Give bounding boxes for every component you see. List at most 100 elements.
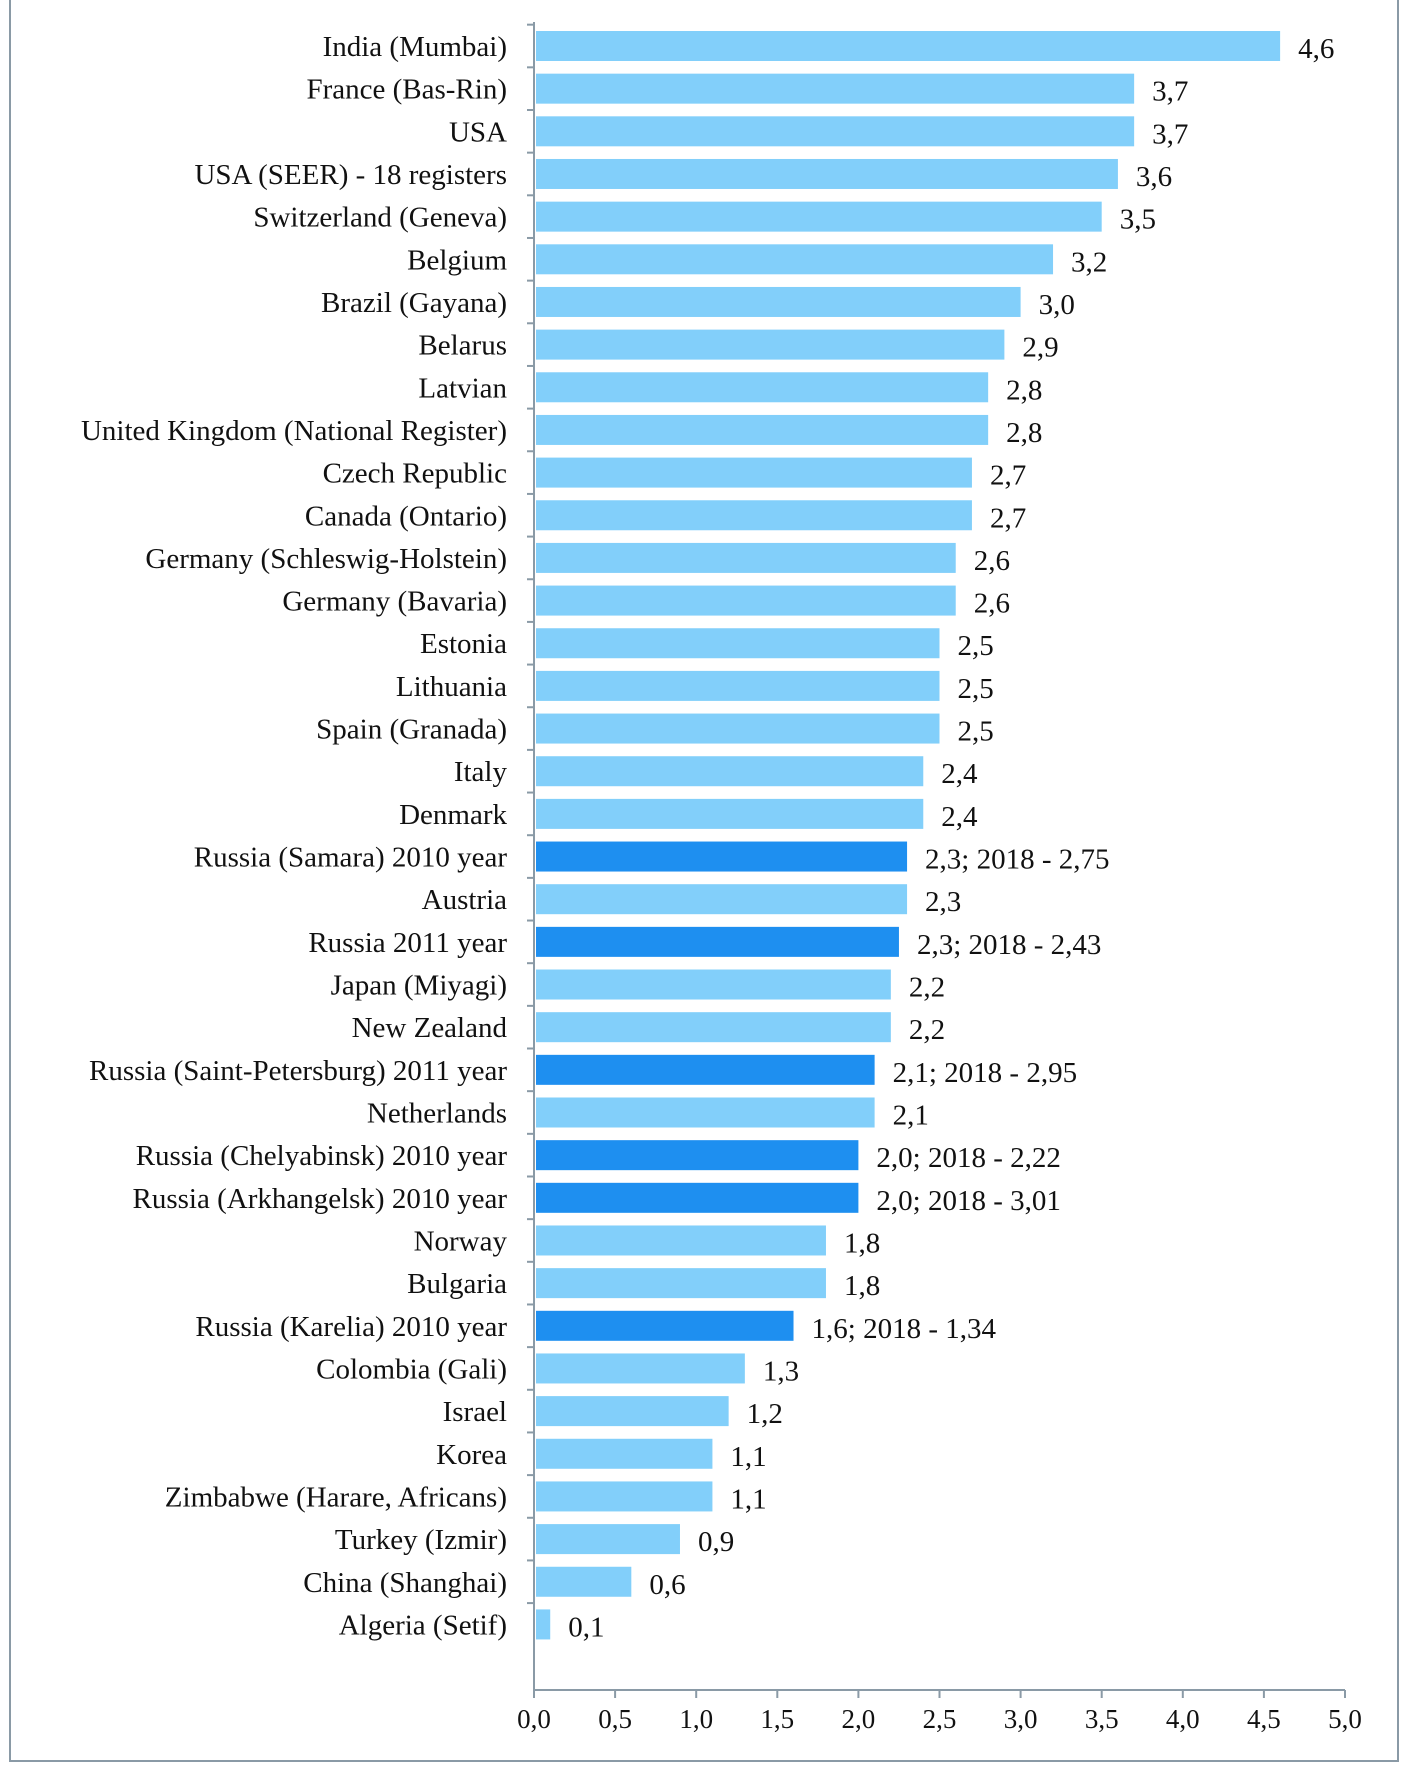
category-label: Belarus: [418, 330, 507, 362]
category-label: Germany (Schleswig-Holstein): [145, 543, 507, 575]
x-tick-label: 1,0: [679, 1704, 713, 1734]
bar: [536, 201, 1102, 232]
data-label: 0,9: [698, 1526, 734, 1558]
bar: [536, 841, 908, 872]
bar: [536, 670, 940, 701]
data-label: 1,3: [763, 1355, 799, 1387]
category-label: Algeria (Setif): [339, 1609, 507, 1641]
category-label: Brazil (Gayana): [321, 287, 507, 319]
bar: [536, 1097, 875, 1128]
category-label: Colombia (Gali): [316, 1353, 507, 1385]
data-label: 1,8: [844, 1227, 880, 1259]
category-label: Estonia: [420, 628, 507, 660]
data-label: 2,6: [974, 588, 1010, 620]
data-label: 3,5: [1120, 204, 1156, 236]
category-label: United Kingdom (National Register): [81, 415, 507, 447]
bar: [536, 244, 1054, 275]
bar: [536, 542, 956, 573]
category-label: Russia (Arkhangelsk) 2010 year: [133, 1183, 508, 1215]
bar: [536, 500, 972, 531]
bar: [536, 798, 924, 829]
category-label: Russia (Chelyabinsk) 2010 year: [136, 1140, 508, 1172]
bar: [536, 372, 989, 403]
data-label: 4,6: [1298, 33, 1334, 65]
bar: [536, 1566, 632, 1597]
category-label: USA: [449, 116, 507, 148]
data-label: 2,5: [958, 630, 994, 662]
x-tick-label: 0,0: [517, 1704, 551, 1734]
category-label: Denmark: [399, 799, 507, 831]
x-tick-label: 3,0: [1004, 1704, 1038, 1734]
data-label: 1,6; 2018 - 1,34: [812, 1313, 997, 1345]
category-label: Israel: [443, 1396, 507, 1428]
x-tick-label: 4,0: [1166, 1704, 1200, 1734]
category-label: Italy: [454, 756, 508, 788]
data-label: 2,4: [941, 801, 978, 833]
bar: [536, 73, 1135, 104]
category-label: Turkey (Izmir): [335, 1524, 507, 1556]
data-label: 0,1: [568, 1611, 604, 1643]
data-label: 2,7: [990, 460, 1026, 492]
bar: [536, 1268, 826, 1299]
x-tick-label: 2,5: [923, 1704, 957, 1734]
bar: [536, 414, 989, 445]
x-tick-label: 5,0: [1328, 1704, 1362, 1734]
bar: [536, 116, 1135, 147]
category-label: China (Shanghai): [303, 1567, 507, 1599]
category-label: Russia 2011 year: [308, 927, 507, 959]
chart-frame: [9, 0, 1399, 1762]
data-label: 3,0: [1039, 289, 1075, 321]
category-label: USA (SEER) - 18 registers: [194, 159, 507, 191]
x-tick-label: 3,5: [1085, 1704, 1119, 1734]
category-label: Latvian: [418, 372, 507, 404]
category-label: Lithuania: [396, 671, 507, 703]
category-label: Netherlands: [367, 1098, 507, 1130]
category-label: Bulgaria: [407, 1268, 507, 1300]
bar: [536, 158, 1118, 189]
x-tick-label: 0,5: [598, 1704, 632, 1734]
bar: [536, 926, 899, 957]
bar: [536, 31, 1281, 61]
category-label: Russia (Karelia) 2010 year: [195, 1311, 507, 1343]
category-label: Russia (Saint-Petersburg) 2011 year: [89, 1055, 507, 1087]
bar: [536, 1524, 680, 1555]
bar: [536, 585, 956, 616]
data-label: 2,1; 2018 - 2,95: [893, 1057, 1077, 1089]
category-label: Spain (Granada): [316, 714, 507, 746]
category-label: New Zealand: [352, 1012, 508, 1044]
data-label: 2,4: [941, 758, 978, 790]
bar: [536, 1353, 745, 1384]
data-label: 2,6: [974, 545, 1010, 577]
data-label: 0,6: [649, 1569, 685, 1601]
bar: [536, 1310, 794, 1341]
data-label: 2,1: [893, 1100, 929, 1132]
data-label: 2,2: [909, 972, 945, 1004]
data-label: 2,8: [1006, 374, 1042, 406]
bar: [536, 884, 908, 915]
bar: [536, 756, 924, 787]
category-label: Germany (Bavaria): [282, 586, 507, 618]
data-label: 1,2: [747, 1398, 783, 1430]
category-label: Japan (Miyagi): [331, 970, 507, 1002]
data-label: 3,7: [1152, 118, 1188, 150]
data-label: 2,5: [958, 673, 994, 705]
bar: [536, 713, 940, 744]
data-label: 2,0; 2018 - 3,01: [876, 1185, 1060, 1217]
bar: [536, 457, 972, 488]
category-label: Canada (Ontario): [305, 500, 507, 532]
bar: [536, 1012, 891, 1043]
data-label: 2,2: [909, 1014, 945, 1046]
bar: [536, 1182, 859, 1213]
bar: [536, 1140, 859, 1171]
data-label: 2,9: [1022, 332, 1058, 364]
category-label: Austria: [422, 884, 508, 916]
bar: [536, 1609, 551, 1640]
category-label: Czech Republic: [323, 458, 507, 490]
category-label: France (Bas-Rin): [306, 74, 507, 106]
data-label: 2,3: [925, 886, 961, 918]
data-label: 3,6: [1136, 161, 1172, 193]
data-label: 1,1: [730, 1483, 766, 1515]
category-label: Norway: [414, 1225, 508, 1257]
data-label: 2,8: [1006, 417, 1042, 449]
